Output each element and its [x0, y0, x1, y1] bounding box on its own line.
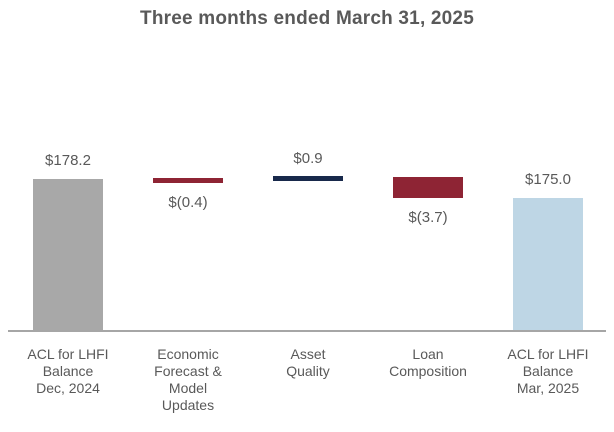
- category-label-asset-quality: Asset Quality: [286, 346, 330, 379]
- category-label-loan-composition: Loan Composition: [389, 346, 467, 379]
- category-label-economic-forecast: Economic Forecast & Model Updates: [154, 346, 222, 413]
- category-label-acl-dec-2024: ACL for LHFI Balance Dec, 2024: [27, 346, 109, 396]
- bar-asset-quality: [273, 176, 343, 181]
- value-label-economic-forecast: $(0.4): [168, 194, 208, 211]
- bar-acl-balance-mar-2025: [513, 198, 583, 330]
- value-label-loan-composition: $(3.7): [408, 209, 448, 226]
- chart-title: Three months ended March 31, 2025: [140, 8, 474, 29]
- value-label-acl-mar-2025: $175.0: [525, 171, 571, 188]
- value-label-asset-quality: $0.9: [293, 150, 323, 167]
- bar-acl-balance-dec-2024: [33, 179, 103, 330]
- category-label-acl-mar-2025: ACL for LHFI Balance Mar, 2025: [507, 346, 589, 396]
- value-label-acl-dec-2024: $178.2: [45, 152, 91, 169]
- bar-loan-composition: [393, 177, 463, 198]
- x-axis-line: [8, 330, 606, 332]
- bar-economic-forecast-model-updates: [153, 178, 223, 183]
